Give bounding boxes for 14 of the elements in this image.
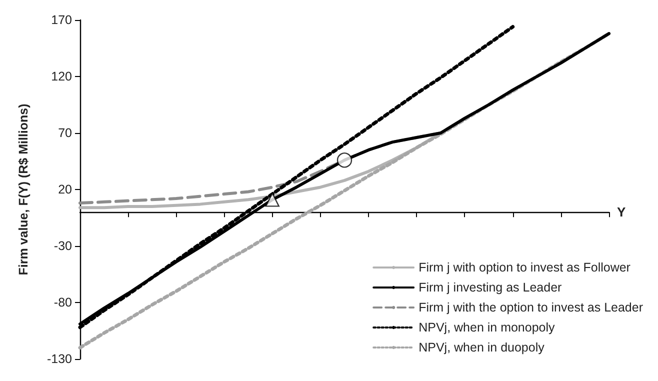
legend-label: Firm j investing as Leader	[418, 280, 562, 294]
x-axis-title: Y	[617, 204, 626, 220]
y-tick-label: 120	[51, 70, 72, 84]
y-tick-label: -30	[54, 239, 72, 253]
legend-label: Firm j with the option to invest as Leader	[418, 300, 644, 314]
y-tick-label: 170	[51, 13, 72, 27]
y-tick-label: -80	[54, 296, 72, 310]
legend-label: NPVj, when in monopoly	[418, 320, 556, 334]
y-tick-label: 70	[58, 126, 72, 140]
y-tick-label: 20	[58, 182, 72, 196]
y-tick-label: -130	[46, 352, 72, 366]
legend-label: Firm j with option to invest as Follower	[418, 260, 630, 274]
legend-label: NPVj, when in duopoly	[418, 340, 546, 354]
y-axis-title: Firm value, F(Y) (R$ Millions)	[16, 104, 30, 276]
